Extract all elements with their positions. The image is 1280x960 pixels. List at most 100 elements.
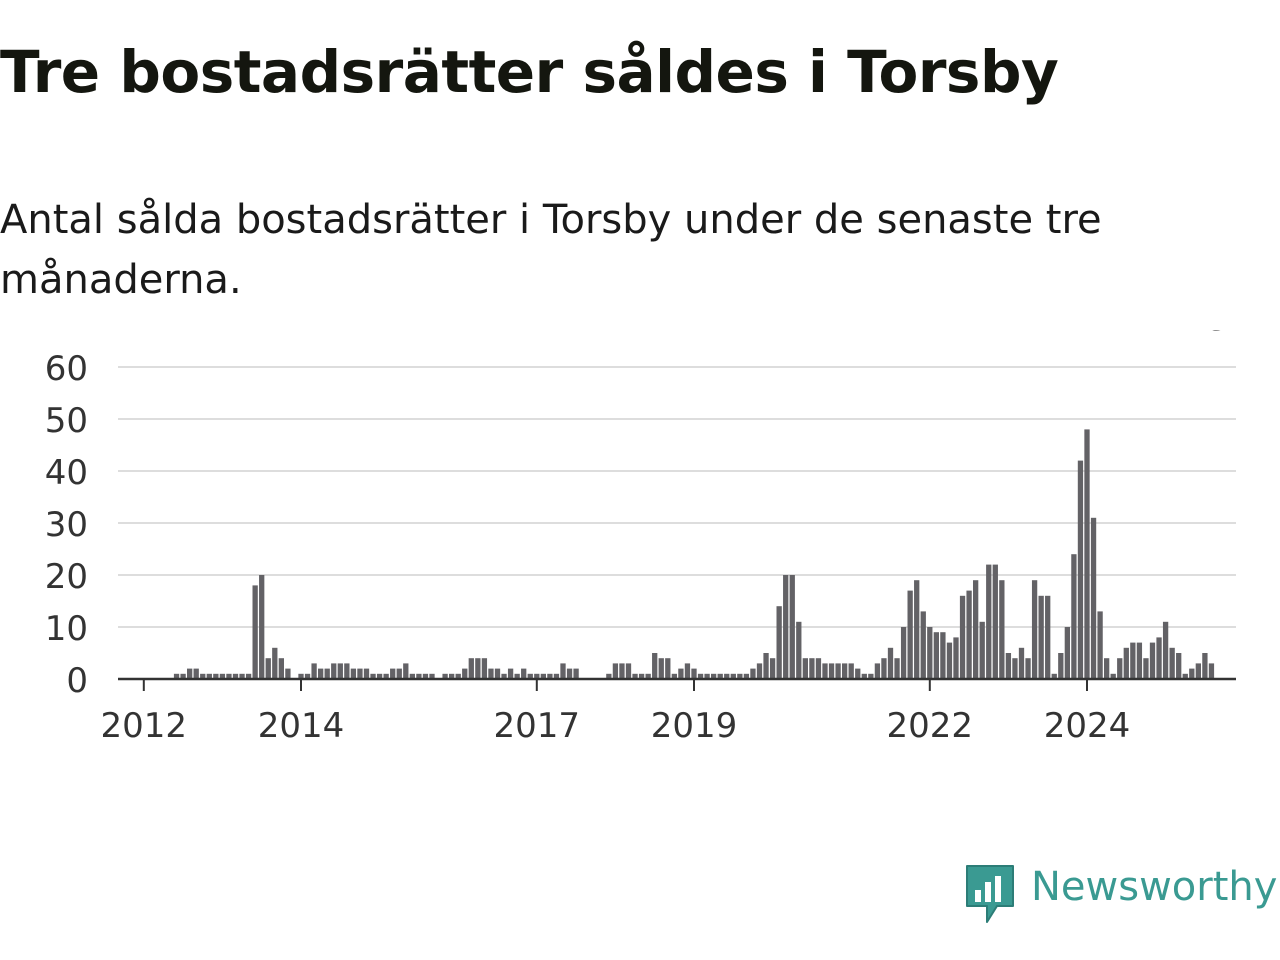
bar — [979, 621, 985, 679]
bar — [828, 663, 835, 679]
bar — [789, 575, 795, 679]
bar — [449, 673, 455, 679]
bar — [743, 673, 750, 679]
y-tick-label: 20 — [45, 557, 88, 597]
bar — [855, 668, 861, 679]
bar — [756, 663, 763, 679]
bar — [868, 673, 874, 679]
bar — [468, 658, 474, 679]
bar — [809, 658, 815, 679]
bar — [553, 673, 560, 679]
bar — [514, 673, 520, 679]
bar — [1117, 658, 1123, 679]
bar — [625, 663, 632, 679]
bar — [1005, 653, 1012, 679]
bar — [403, 663, 409, 679]
bar — [920, 611, 926, 679]
bar — [442, 673, 448, 679]
bar — [1136, 642, 1143, 679]
bar — [422, 673, 429, 679]
bar — [717, 673, 723, 679]
y-axis-ticks: 0 10 20 30 40 50 60 — [45, 349, 88, 701]
bar — [252, 585, 258, 679]
bar — [566, 668, 573, 679]
x-tick-label: 2022 — [887, 706, 974, 746]
bar — [986, 564, 992, 679]
bar — [1189, 668, 1195, 679]
bar — [396, 668, 402, 679]
bar — [1051, 673, 1057, 679]
bar — [1025, 658, 1031, 679]
bar — [881, 658, 887, 679]
bar — [999, 580, 1005, 679]
bar — [1195, 663, 1201, 679]
bar — [606, 673, 612, 679]
bar — [429, 673, 435, 679]
bar — [638, 673, 645, 679]
bar — [193, 668, 199, 679]
bar — [1090, 517, 1097, 679]
bar — [1058, 653, 1064, 679]
highlight-value-label: 3 — [1207, 330, 1229, 339]
bar — [612, 663, 619, 679]
bar — [481, 658, 488, 679]
bar — [697, 673, 704, 679]
bar — [272, 647, 278, 679]
bar — [488, 668, 494, 679]
bar — [318, 668, 324, 679]
bar — [946, 642, 953, 679]
bar — [180, 673, 186, 679]
bar — [953, 637, 959, 679]
bar — [259, 575, 265, 679]
bar-chart: 0 10 20 30 40 50 60 2012 2014 2017 2019 2022 2024 3 — [45, 330, 1236, 746]
bar — [370, 673, 376, 679]
bar — [226, 673, 232, 679]
y-tick-label: 30 — [45, 505, 88, 545]
bar — [796, 621, 802, 679]
bar — [927, 627, 933, 679]
bar — [658, 658, 664, 679]
bar — [684, 663, 691, 679]
bar — [416, 673, 422, 679]
bar — [285, 668, 291, 679]
y-tick-label: 50 — [45, 401, 88, 441]
bar — [1156, 637, 1162, 679]
bar — [1104, 658, 1110, 679]
bar — [1202, 653, 1208, 679]
bar — [835, 663, 841, 679]
bar — [750, 668, 756, 679]
bar — [959, 595, 966, 679]
bar — [187, 668, 193, 679]
bar — [724, 673, 730, 679]
chart-title: Tre bostadsrätter såldes i Torsby — [0, 38, 1059, 106]
bar — [822, 663, 828, 679]
x-tick-label: 2014 — [258, 706, 345, 746]
bar — [521, 668, 527, 679]
brand-name: Newsworthy — [1031, 864, 1278, 910]
bar — [1169, 647, 1175, 679]
bar — [783, 575, 789, 679]
bar — [475, 658, 481, 679]
bar — [1064, 627, 1070, 679]
bar — [769, 658, 776, 679]
bar — [1038, 595, 1044, 679]
bar — [933, 632, 939, 679]
bar — [344, 663, 350, 679]
bar — [409, 673, 415, 679]
bar — [304, 673, 311, 679]
x-tick-label: 2024 — [1044, 706, 1131, 746]
bar — [540, 673, 546, 679]
bar — [704, 673, 710, 679]
bar — [1130, 642, 1136, 679]
bar — [173, 673, 180, 679]
x-axis: 2012 2014 2017 2019 2022 2024 — [101, 677, 1236, 746]
y-tick-label: 60 — [45, 349, 88, 389]
newsworthy-logo-icon — [966, 865, 1014, 923]
x-tick-label: 2012 — [101, 706, 188, 746]
bar — [560, 663, 566, 679]
bar — [494, 668, 501, 679]
bar — [219, 673, 226, 679]
y-tick-label: 40 — [45, 453, 88, 493]
bar — [1012, 658, 1018, 679]
bar — [1077, 460, 1084, 679]
